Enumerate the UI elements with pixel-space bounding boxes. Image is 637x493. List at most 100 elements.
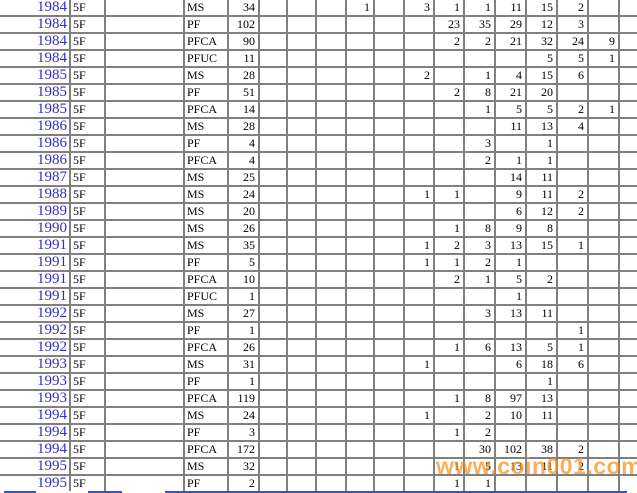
data-cell[interactable]: 1 <box>405 187 433 202</box>
data-cell[interactable]: 2 <box>558 187 587 202</box>
data-cell[interactable] <box>405 289 433 304</box>
data-cell[interactable] <box>375 391 403 406</box>
type-cell[interactable]: MS <box>185 357 227 372</box>
data-cell[interactable]: 3 <box>465 136 494 151</box>
data-cell[interactable]: 2 <box>435 238 463 253</box>
type-cell[interactable]: PFCA <box>185 391 227 406</box>
blank-cell[interactable] <box>106 238 183 253</box>
data-cell[interactable] <box>317 68 345 83</box>
data-cell[interactable] <box>260 119 286 134</box>
data-cell[interactable] <box>435 357 463 372</box>
data-cell[interactable] <box>435 442 463 457</box>
data-cell[interactable] <box>375 442 403 457</box>
data-cell[interactable] <box>620 187 637 202</box>
data-cell[interactable] <box>589 17 618 32</box>
data-cell[interactable] <box>620 374 637 389</box>
year-cell[interactable]: 1989 <box>0 204 69 219</box>
count-cell[interactable]: 26 <box>229 221 258 236</box>
data-cell[interactable] <box>620 408 637 423</box>
data-cell[interactable]: 6 <box>465 340 494 355</box>
data-cell[interactable] <box>465 374 494 389</box>
data-cell[interactable] <box>347 221 373 236</box>
data-cell[interactable]: 9 <box>496 187 525 202</box>
type-cell[interactable]: MS <box>185 306 227 321</box>
data-cell[interactable] <box>288 153 315 168</box>
data-cell[interactable] <box>558 272 587 287</box>
count-cell[interactable]: 24 <box>229 187 258 202</box>
data-cell[interactable] <box>496 425 525 440</box>
type-cell[interactable]: PFCA <box>185 442 227 457</box>
data-cell[interactable] <box>375 238 403 253</box>
count-cell[interactable]: 51 <box>229 85 258 100</box>
code-cell[interactable]: 5F <box>71 0 104 15</box>
data-cell[interactable]: 14 <box>496 170 525 185</box>
code-cell[interactable]: 5F <box>71 340 104 355</box>
data-cell[interactable] <box>405 119 433 134</box>
data-cell[interactable] <box>375 17 403 32</box>
year-cell[interactable]: 1992 <box>0 340 69 355</box>
data-cell[interactable] <box>589 85 618 100</box>
data-cell[interactable]: 6 <box>496 357 525 372</box>
data-cell[interactable] <box>375 68 403 83</box>
data-cell[interactable] <box>347 102 373 117</box>
data-cell[interactable] <box>375 289 403 304</box>
data-cell[interactable]: 2 <box>465 34 494 49</box>
data-cell[interactable] <box>375 153 403 168</box>
year-cell[interactable]: 1984 <box>0 0 69 15</box>
data-cell[interactable] <box>375 255 403 270</box>
code-cell[interactable]: 5F <box>71 136 104 151</box>
data-cell[interactable] <box>589 187 618 202</box>
data-cell[interactable] <box>435 323 463 338</box>
data-cell[interactable] <box>317 34 345 49</box>
data-cell[interactable] <box>589 119 618 134</box>
data-cell[interactable] <box>317 238 345 253</box>
code-cell[interactable]: 5F <box>71 408 104 423</box>
year-cell[interactable]: 1988 <box>0 187 69 202</box>
data-cell[interactable]: 1 <box>589 102 618 117</box>
data-cell[interactable] <box>260 204 286 219</box>
data-cell[interactable] <box>620 221 637 236</box>
year-cell[interactable]: 1992 <box>0 323 69 338</box>
type-cell[interactable]: PFUC <box>185 289 227 304</box>
data-cell[interactable]: 21 <box>496 34 525 49</box>
data-cell[interactable] <box>260 289 286 304</box>
data-cell[interactable] <box>405 442 433 457</box>
count-cell[interactable]: 28 <box>229 68 258 83</box>
data-cell[interactable] <box>527 425 556 440</box>
data-cell[interactable]: 5 <box>527 340 556 355</box>
data-cell[interactable] <box>317 272 345 287</box>
data-cell[interactable] <box>347 289 373 304</box>
data-cell[interactable]: 1 <box>435 0 463 15</box>
code-cell[interactable]: 5F <box>71 374 104 389</box>
data-cell[interactable]: 1 <box>405 238 433 253</box>
data-cell[interactable] <box>288 425 315 440</box>
data-cell[interactable] <box>317 102 345 117</box>
data-cell[interactable] <box>405 306 433 321</box>
year-cell[interactable]: 1984 <box>0 34 69 49</box>
blank-cell[interactable] <box>106 357 183 372</box>
data-cell[interactable] <box>288 255 315 270</box>
data-cell[interactable] <box>589 0 618 15</box>
count-cell[interactable]: 25 <box>229 170 258 185</box>
data-cell[interactable]: 32 <box>527 34 556 49</box>
data-cell[interactable] <box>620 425 637 440</box>
data-cell[interactable] <box>260 136 286 151</box>
data-cell[interactable]: 11 <box>527 170 556 185</box>
data-cell[interactable] <box>288 187 315 202</box>
blank-cell[interactable] <box>106 323 183 338</box>
data-cell[interactable] <box>260 68 286 83</box>
data-cell[interactable] <box>465 119 494 134</box>
data-cell[interactable]: 23 <box>435 17 463 32</box>
data-cell[interactable]: 1 <box>496 255 525 270</box>
blank-cell[interactable] <box>106 68 183 83</box>
type-cell[interactable]: PFCA <box>185 34 227 49</box>
data-cell[interactable]: 35 <box>465 17 494 32</box>
data-cell[interactable] <box>558 374 587 389</box>
data-cell[interactable] <box>589 408 618 423</box>
data-cell[interactable] <box>260 306 286 321</box>
data-cell[interactable]: 11 <box>527 187 556 202</box>
data-cell[interactable]: 2 <box>405 68 433 83</box>
data-cell[interactable] <box>317 17 345 32</box>
count-cell[interactable]: 1 <box>229 323 258 338</box>
code-cell[interactable]: 5F <box>71 306 104 321</box>
